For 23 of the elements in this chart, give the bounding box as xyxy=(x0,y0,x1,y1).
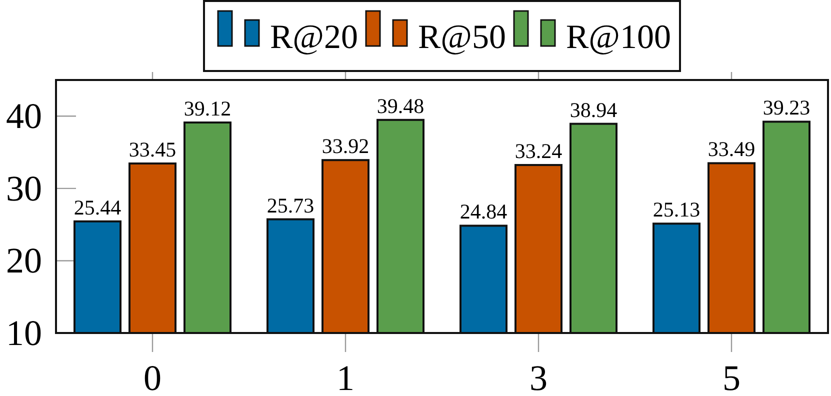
data-label: 24.84 xyxy=(460,200,508,224)
y-tick-label: 30 xyxy=(6,168,42,208)
y-tick-label: 10 xyxy=(6,313,42,353)
data-label: 25.13 xyxy=(652,198,700,222)
data-label: 33.92 xyxy=(322,134,370,158)
data-label: 38.94 xyxy=(570,98,618,122)
data-label: 25.44 xyxy=(74,195,122,220)
x-tick-label: 3 xyxy=(530,358,548,396)
data-label: 39.48 xyxy=(376,94,424,118)
data-label: 25.73 xyxy=(266,193,314,218)
data-label: 39.23 xyxy=(762,96,810,120)
x-tick-label: 1 xyxy=(336,358,354,396)
x-tick-label: 5 xyxy=(722,358,740,396)
legend-label: R@20 xyxy=(270,19,358,56)
data-label: 33.49 xyxy=(708,137,756,162)
legend-label: R@100 xyxy=(566,19,671,56)
x-tick-label: 0 xyxy=(144,358,162,396)
legend-label: R@50 xyxy=(418,19,506,56)
data-label: 33.45 xyxy=(128,137,176,162)
y-tick-label: 40 xyxy=(6,96,42,136)
data-label: 39.12 xyxy=(184,96,232,121)
data-label: 33.24 xyxy=(514,139,563,164)
y-tick-label: 20 xyxy=(6,240,42,281)
